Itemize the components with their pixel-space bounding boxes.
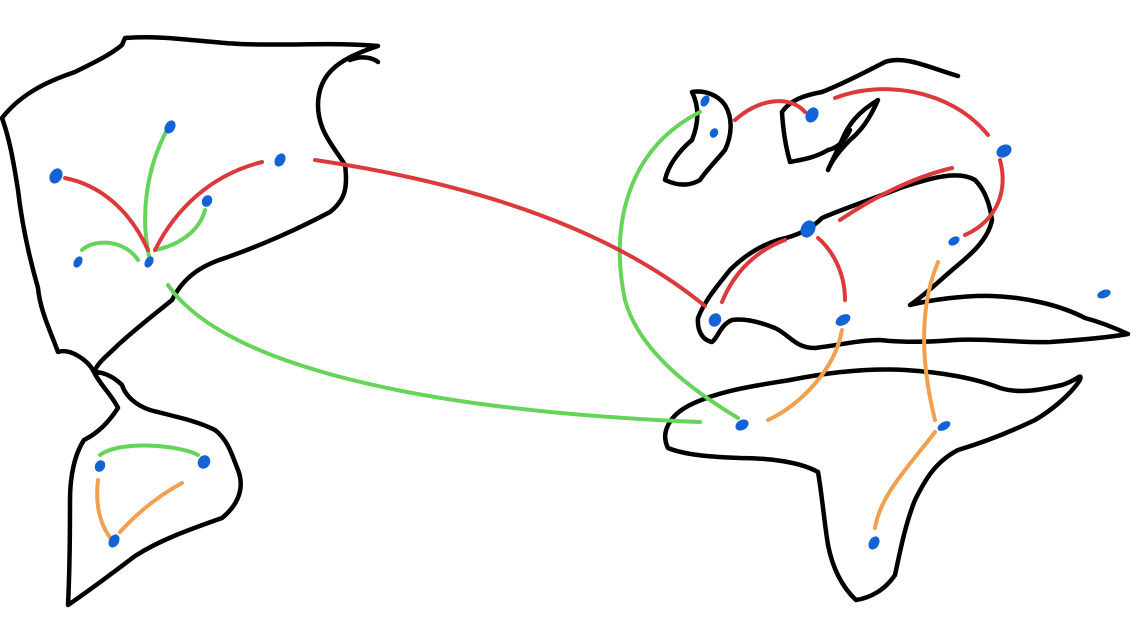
city-marker (1097, 289, 1111, 299)
routes (63, 87, 1005, 542)
city-marker (274, 153, 286, 167)
route-green-2 (153, 208, 207, 252)
route-red-2 (153, 160, 264, 252)
route-orange-4 (95, 478, 114, 542)
route-orange-1 (766, 328, 844, 422)
route-orange-2 (922, 260, 940, 422)
city-marker (49, 168, 63, 184)
city-marker (948, 236, 960, 246)
city-marker (835, 314, 851, 326)
route-green-6 (98, 443, 200, 457)
route-red-4 (720, 238, 787, 304)
city-marker (805, 107, 819, 123)
city-marker (735, 419, 749, 431)
eurasia-coastline (695, 173, 1131, 351)
city-marker (996, 144, 1012, 158)
africa-coastline (663, 367, 1083, 603)
route-red-5 (816, 236, 847, 302)
north-america-coastline (0, 35, 381, 375)
route-green-3 (80, 240, 140, 262)
city-marker (201, 195, 213, 207)
city-marker (937, 421, 951, 431)
route-red-1 (63, 176, 150, 252)
city-marker (868, 536, 880, 550)
cities (49, 95, 1111, 550)
route-orange-3 (873, 430, 937, 530)
city-marker (708, 313, 722, 327)
city-marker (164, 120, 176, 134)
north-america-arctic-island (347, 55, 381, 65)
british-isles-coastline (662, 89, 733, 187)
scandinavia-coastline (779, 57, 961, 173)
coastlines (0, 35, 1131, 608)
route-green-4 (166, 283, 702, 424)
city-marker (108, 534, 120, 548)
city-marker (700, 95, 710, 107)
route-green-1 (143, 126, 170, 262)
south-america-coastline (65, 369, 243, 608)
route-red-9 (963, 158, 1005, 237)
city-marker (94, 460, 106, 472)
city-marker (197, 455, 211, 469)
route-red-8 (833, 87, 990, 137)
city-marker (73, 256, 83, 268)
route-orange-5 (118, 481, 184, 534)
route-green-5 (617, 110, 740, 420)
city-marker (144, 256, 154, 268)
route-red-6 (838, 166, 954, 222)
city-marker (709, 128, 719, 138)
route-red-7 (733, 99, 807, 122)
route-red-3 (313, 158, 707, 308)
city-marker (800, 220, 816, 238)
